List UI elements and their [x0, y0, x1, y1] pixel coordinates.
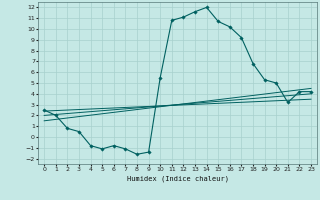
X-axis label: Humidex (Indice chaleur): Humidex (Indice chaleur): [127, 175, 228, 182]
